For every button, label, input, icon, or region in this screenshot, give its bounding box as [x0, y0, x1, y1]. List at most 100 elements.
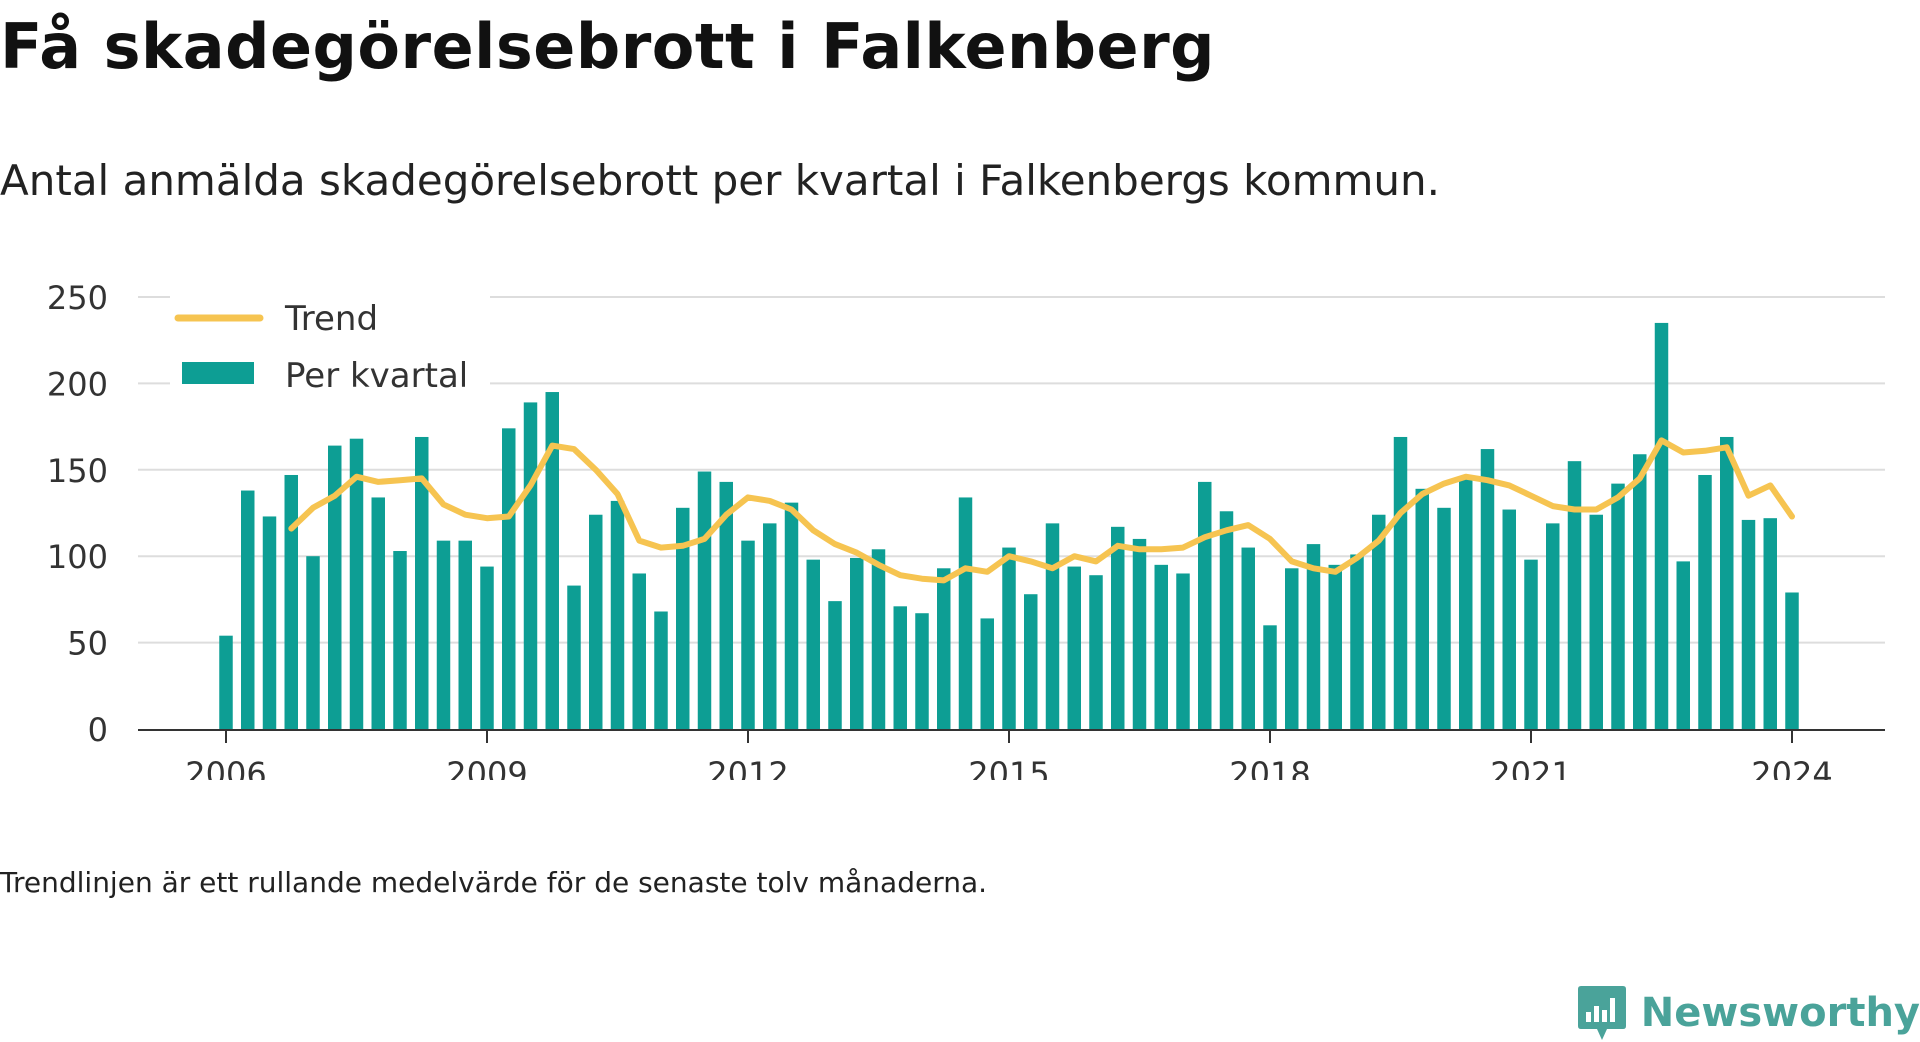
x-tick-label: 2018 — [1229, 755, 1310, 780]
bar — [610, 500, 625, 729]
bar — [415, 436, 429, 729]
bar — [480, 566, 494, 729]
brand-name: Newsworthy — [1640, 990, 1920, 1036]
bar — [1763, 518, 1777, 729]
bar — [349, 438, 364, 729]
x-tick-label: 2015 — [968, 755, 1049, 780]
bar — [1241, 547, 1255, 729]
bar — [1698, 474, 1712, 729]
bar — [567, 585, 581, 729]
bar — [1219, 511, 1234, 729]
y-tick-labels: 0 50 100 150 200 250 — [47, 279, 108, 749]
x-tick-label: 2021 — [1490, 755, 1571, 780]
bar — [1198, 481, 1212, 729]
x-tick-label: 2006 — [185, 755, 266, 780]
bar — [850, 557, 864, 729]
y-tick-label: 200 — [47, 365, 108, 403]
bar — [806, 559, 820, 729]
chart: 0 50 100 150 200 250 2006 2009 2012 2015 2018 2021… — [47, 279, 1885, 780]
bar — [589, 514, 603, 729]
bar — [1502, 509, 1516, 729]
bar — [937, 568, 951, 729]
bar — [284, 474, 298, 729]
bar — [1415, 488, 1429, 729]
y-tick-label: 250 — [47, 279, 108, 317]
bar — [1567, 461, 1582, 729]
bar — [1350, 554, 1364, 729]
bar — [1002, 547, 1016, 729]
bar — [502, 428, 516, 729]
bar — [1437, 507, 1451, 729]
bar — [1524, 559, 1538, 729]
chart-subtitle: Antal anmälda skadegörelsebrott per kvar… — [0, 156, 1441, 205]
bar — [1132, 538, 1147, 729]
bar — [371, 497, 385, 729]
x-tick-label: 2012 — [707, 755, 788, 780]
bar — [915, 613, 929, 729]
legend-bars-swatch — [182, 362, 254, 384]
legend: Trend Per kvartal — [170, 292, 490, 402]
bar — [1176, 573, 1190, 729]
x-tick-labels: 2006 2009 2012 2015 2018 2021 2024 — [185, 730, 1833, 780]
bar — [328, 445, 342, 729]
bar — [1154, 564, 1168, 729]
bar — [545, 392, 559, 729]
bar — [763, 523, 777, 729]
bar — [393, 551, 407, 729]
bar — [741, 540, 755, 729]
y-tick-label: 100 — [47, 538, 108, 576]
bar — [1285, 568, 1299, 729]
bar — [306, 556, 320, 729]
bar — [241, 490, 255, 729]
bar — [784, 502, 799, 729]
bar — [871, 549, 886, 729]
bar — [1785, 592, 1799, 729]
bar — [458, 540, 472, 729]
legend-bars-label: Per kvartal — [285, 356, 468, 396]
legend-trend-label: Trend — [284, 299, 378, 339]
y-tick-label: 150 — [47, 452, 108, 490]
newsworthy-chart-logo-icon — [1577, 986, 1626, 1040]
bar — [1546, 523, 1560, 729]
bar — [1306, 544, 1321, 729]
footnote: Trendlinjen är ett rullande medelvärde f… — [0, 866, 988, 899]
bar — [219, 635, 233, 729]
bar — [676, 507, 690, 729]
bar — [958, 497, 973, 729]
page-title: Få skadegörelsebrott i Falkenberg — [0, 10, 1216, 83]
bar — [654, 611, 668, 729]
bar — [1611, 483, 1625, 729]
bar — [1676, 561, 1690, 729]
y-tick-label: 0 — [88, 711, 108, 749]
bar — [1328, 564, 1342, 729]
bar — [1654, 322, 1669, 729]
bar — [523, 402, 538, 729]
bar — [1263, 625, 1277, 729]
brand-logo: Newsworthy — [1577, 984, 1920, 1042]
bar — [436, 540, 451, 729]
bar — [1372, 514, 1386, 729]
bar — [632, 573, 646, 729]
bar — [828, 601, 842, 729]
bar — [1111, 526, 1125, 729]
bar — [262, 516, 277, 729]
x-tick-label: 2009 — [446, 755, 527, 780]
trend-series — [288, 437, 1795, 584]
trend-line — [288, 437, 1795, 584]
bar — [1045, 523, 1060, 729]
bar — [1480, 449, 1495, 729]
bar — [1589, 514, 1603, 729]
bar — [1741, 519, 1756, 729]
bar — [980, 618, 994, 729]
bar — [893, 606, 907, 729]
bar — [1459, 476, 1473, 729]
bar — [1089, 575, 1103, 729]
bar — [697, 471, 712, 729]
bar — [1393, 436, 1408, 729]
bar — [1633, 454, 1647, 729]
bar — [1024, 594, 1038, 729]
bars-series — [219, 322, 1799, 729]
bar — [1067, 566, 1081, 729]
bar — [719, 481, 733, 729]
bar — [1720, 436, 1734, 729]
